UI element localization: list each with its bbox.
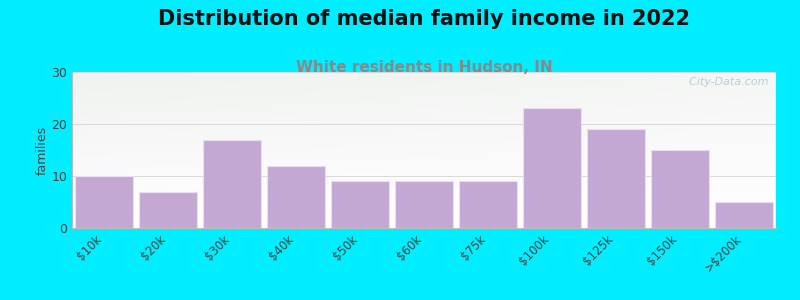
- Bar: [714, 202, 774, 228]
- Bar: [650, 150, 710, 228]
- Bar: [394, 181, 454, 228]
- Bar: [202, 140, 262, 228]
- Bar: [458, 181, 518, 228]
- Bar: [138, 192, 198, 228]
- Bar: [74, 176, 134, 228]
- Bar: [266, 166, 326, 228]
- Bar: [522, 108, 582, 228]
- Y-axis label: families: families: [35, 125, 49, 175]
- Text: City-Data.com: City-Data.com: [682, 77, 769, 87]
- Text: White residents in Hudson, IN: White residents in Hudson, IN: [296, 60, 552, 75]
- Text: Distribution of median family income in 2022: Distribution of median family income in …: [158, 9, 690, 29]
- Bar: [330, 181, 390, 228]
- Bar: [586, 129, 646, 228]
